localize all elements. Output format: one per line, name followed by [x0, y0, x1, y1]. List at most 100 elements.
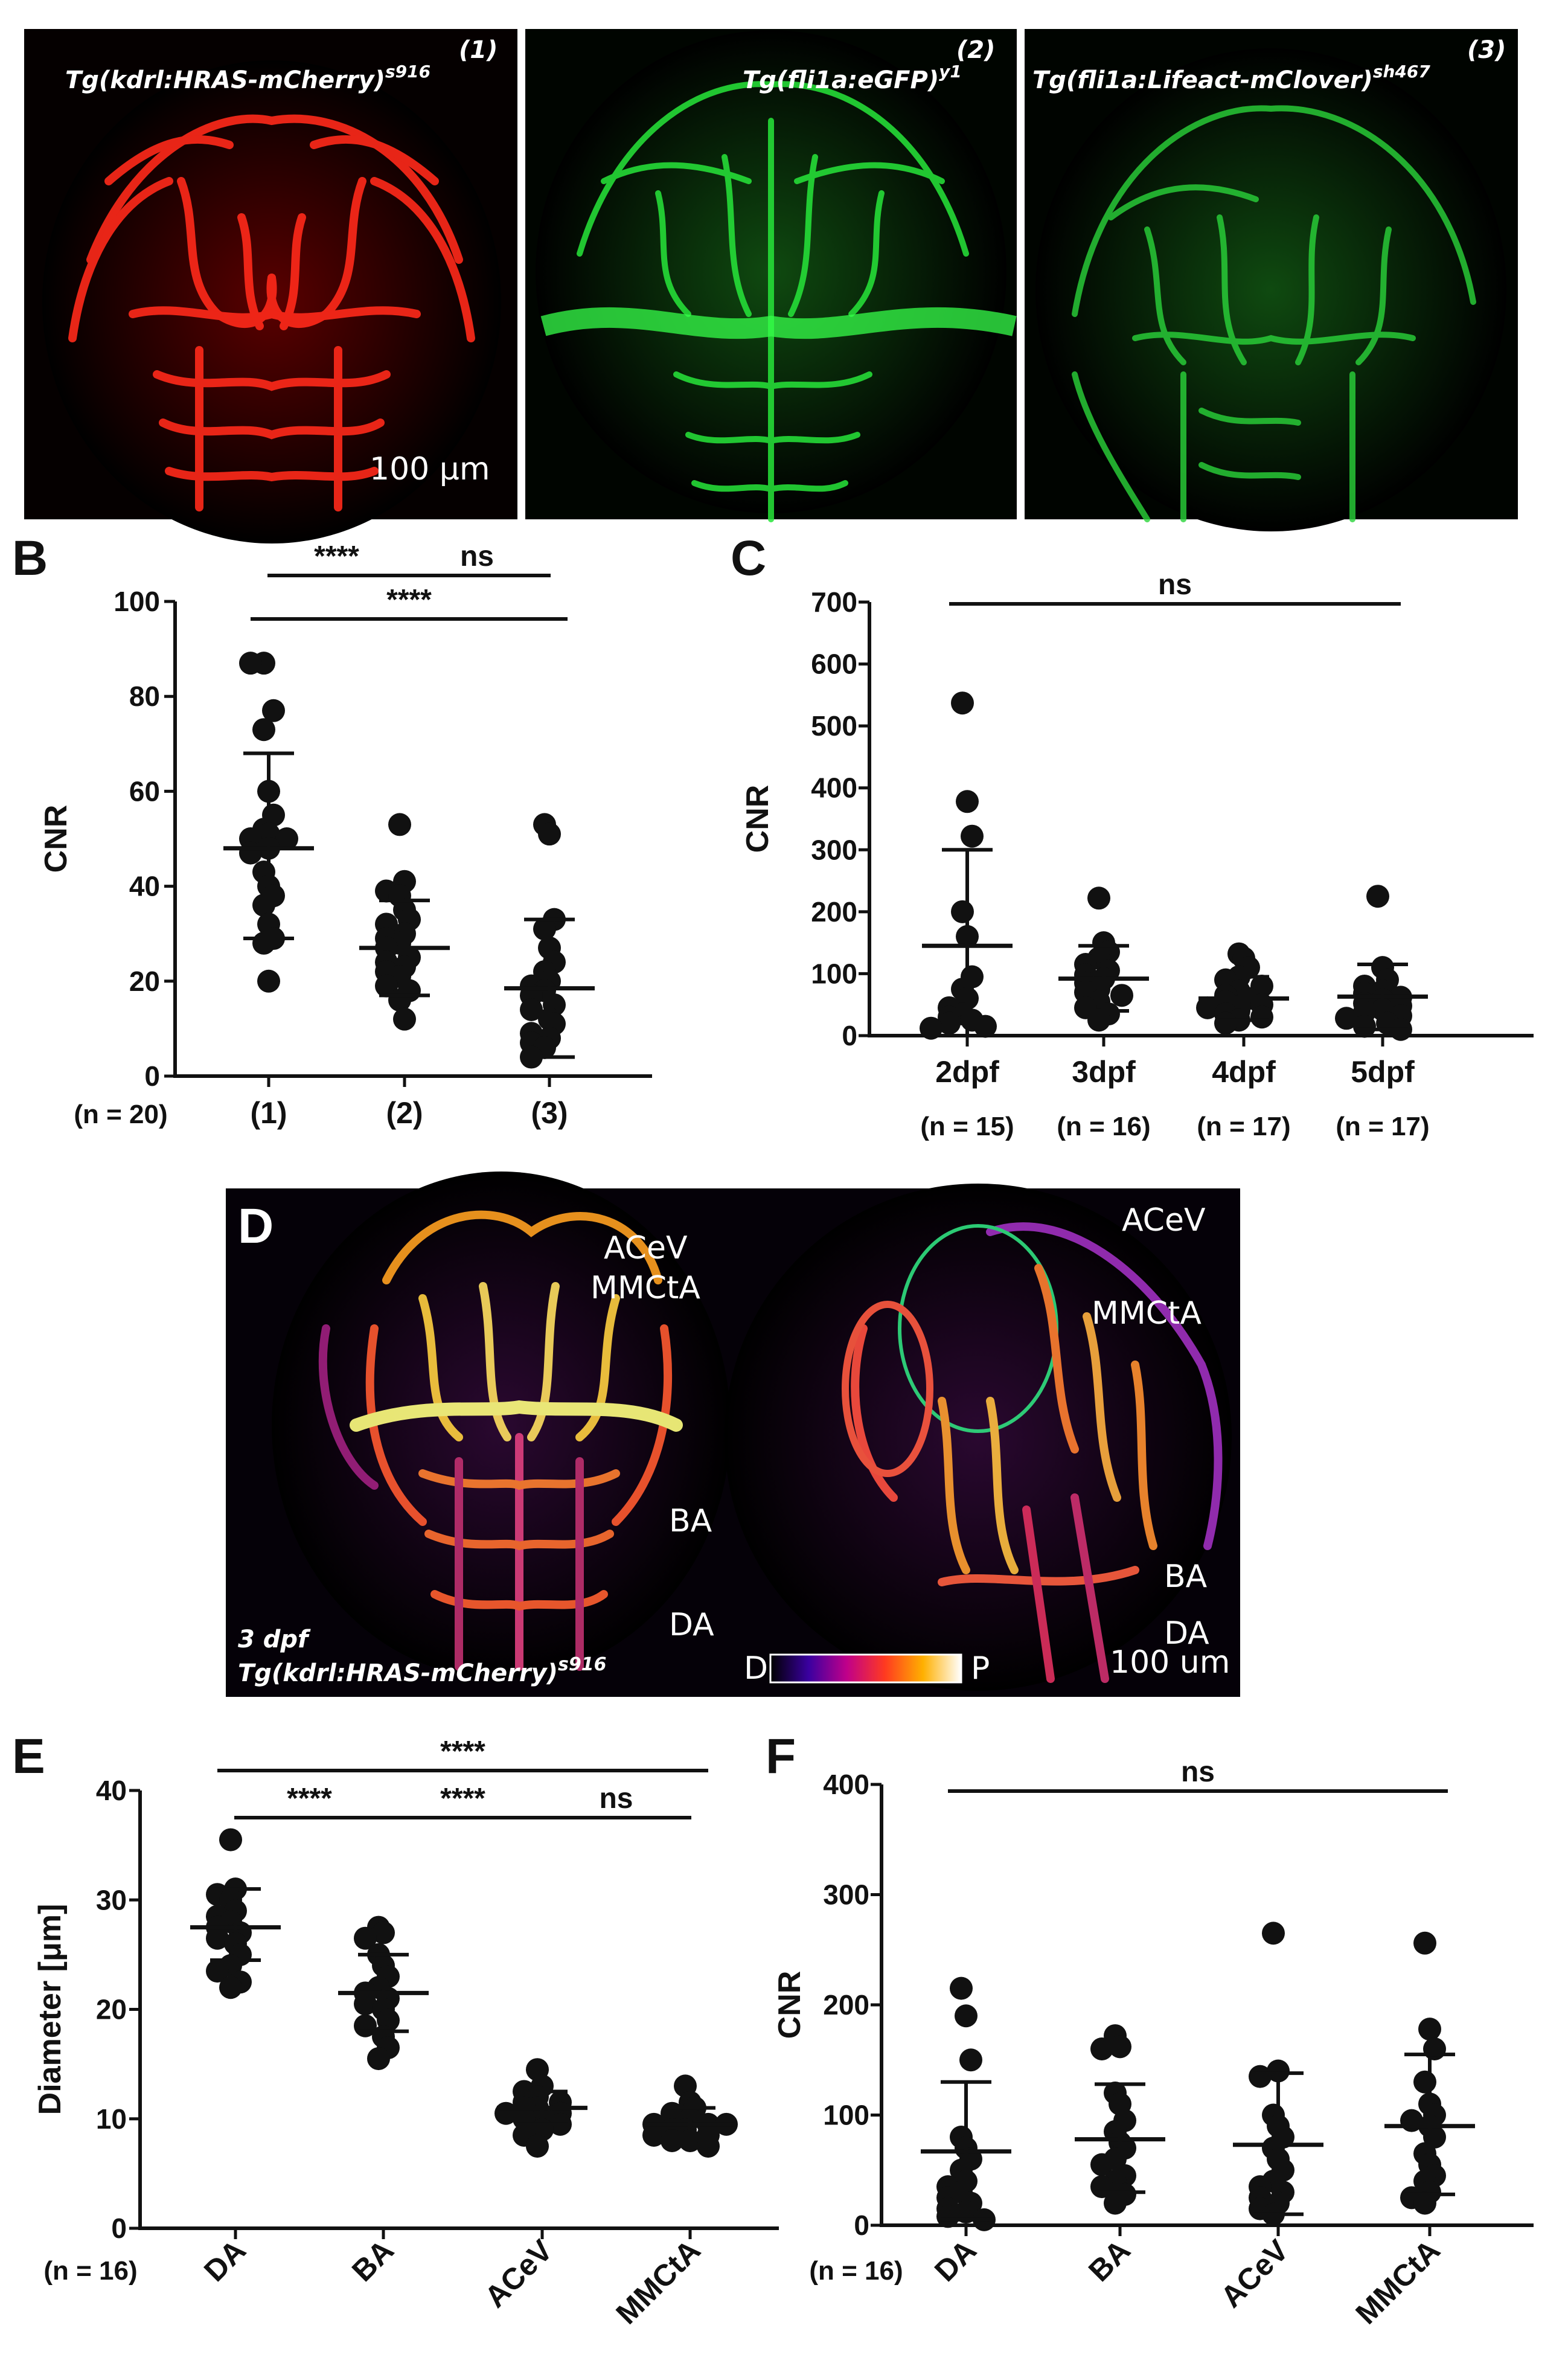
- chart-e-significance-label: ****: [287, 1783, 332, 1815]
- chart-f-category-label: ACeV: [1214, 2233, 1295, 2314]
- chart-c-data-point: [1196, 996, 1219, 1019]
- chart-c-y-tick-label: 600: [811, 649, 857, 680]
- chart-c-category-label: 3dpf: [1072, 1055, 1136, 1089]
- chart-c-data-point: [938, 1011, 961, 1035]
- chart-c-significance-label: ns: [1158, 569, 1192, 601]
- chart-c-data-point: [1087, 886, 1110, 910]
- chart-c-y-tick-label: 200: [811, 896, 857, 928]
- chart-e: 0 10 20 30 40 Diameter [μm] DA BA ACeV MMCtA (n = …: [33, 1736, 779, 2331]
- d-right-label-ba: BA: [1164, 1559, 1208, 1595]
- micrograph-1: [24, 29, 517, 543]
- chart-f-data-point: [1262, 1922, 1285, 1945]
- chart-e-data-point: [372, 1921, 395, 1944]
- chart-b-data-point: [252, 931, 275, 955]
- chart-f: 0 100 200 300 400 CNR DA BA ACeV MMCtA (n = 16) ns: [772, 1756, 1534, 2331]
- chart-c-data-point: [951, 900, 974, 923]
- chart-c-y-tick-label: 400: [811, 772, 857, 804]
- chart-c-data-point: [1353, 1015, 1376, 1038]
- chart-e-data-point: [354, 1926, 377, 1950]
- chart-f-y-axis-label: CNR: [772, 1971, 807, 2039]
- chart-f-data-point: [1413, 1931, 1436, 1955]
- chart-f-data-point: [1267, 2059, 1290, 2083]
- d-left-label-da: DA: [669, 1607, 714, 1643]
- chart-f-data-point: [950, 1976, 973, 2000]
- micrograph-3-title: Tg(fli1a:Lifeact-mClover)sh467: [1032, 62, 1430, 94]
- micrograph-1-title: Tg(kdrl:HRAS-mCherry)s916: [65, 62, 430, 94]
- chart-e-data-point: [219, 1976, 242, 1999]
- panel-label-e: E: [12, 1729, 45, 1784]
- chart-b-data-point: [262, 699, 285, 722]
- chart-c-data-point: [974, 1015, 997, 1038]
- chart-b-y-tick-label: 100: [114, 586, 160, 617]
- colorbar-label-dorsal: D: [744, 1650, 768, 1687]
- chart-c-y-tick-label: 100: [811, 958, 857, 989]
- chart-f-category-label: DA: [928, 2233, 983, 2288]
- d-right-label-da: DA: [1164, 1615, 1209, 1652]
- micrograph-2: [525, 29, 1017, 522]
- chart-f-data-point: [1104, 2191, 1127, 2215]
- chart-b-y-tick-label: 0: [144, 1060, 160, 1092]
- scale-bar-d: 100 um: [1110, 1644, 1230, 1681]
- chart-e-significance-label: ****: [440, 1783, 485, 1815]
- chart-f-data-point: [1413, 2070, 1436, 2094]
- chart-b-category-label: (2): [386, 1096, 423, 1130]
- micrograph-3-number: (3): [1467, 36, 1506, 64]
- chart-c-data-point: [951, 691, 974, 715]
- chart-c-data-point: [956, 790, 979, 813]
- chart-e-significance-label: ns: [599, 1783, 633, 1815]
- chart-f-data-point: [936, 2205, 959, 2228]
- micrograph-3: [1025, 29, 1518, 531]
- chart-e-data-point: [354, 1992, 377, 2016]
- chart-f-y-tick-label: 0: [854, 2210, 869, 2241]
- chart-f-data-point: [1423, 2037, 1446, 2060]
- chart-c-y-tick-label: 300: [811, 834, 857, 865]
- chart-f-y-tick-label: 300: [823, 1879, 869, 1911]
- chart-f-data-point: [1413, 2191, 1436, 2215]
- chart-e-data-point: [219, 1828, 242, 1851]
- chart-c-data-point: [1366, 885, 1389, 908]
- panel-label-b: B: [12, 531, 48, 586]
- chart-b-significance-label: ****: [386, 584, 432, 616]
- chart-b-data-point: [252, 718, 275, 742]
- chart-e-y-tick-label: 40: [96, 1775, 127, 1806]
- chart-c: 0 100 200 300 400 500 600 700 CNR 2dpf 3dpf 4dpf 5dp…: [740, 569, 1534, 1141]
- chart-f-data-point: [1109, 2035, 1131, 2059]
- chart-c-n-label: (n = 16): [1057, 1112, 1150, 1141]
- chart-c-data-point: [961, 824, 984, 848]
- chart-e-y-tick-label: 0: [111, 2213, 127, 2244]
- chart-e-y-axis-label: Diameter [μm]: [33, 1904, 68, 2115]
- chart-b-y-tick-label: 60: [129, 775, 160, 807]
- chart-c-y-axis-label: CNR: [740, 785, 775, 853]
- chart-c-y-tick-label: 700: [811, 586, 857, 618]
- panel-label-d: D: [238, 1199, 274, 1254]
- chart-c-data-point: [1087, 1008, 1110, 1032]
- chart-b-significance-label: ns: [460, 540, 494, 572]
- chart-f-data-point: [955, 2004, 978, 2028]
- chart-f-y-tick-label: 100: [823, 2100, 869, 2131]
- depth-colorbar: [769, 1653, 962, 1684]
- chart-c-n-label: (n = 15): [920, 1112, 1014, 1141]
- chart-e-data-point: [526, 2135, 549, 2158]
- chart-e-data-point: [206, 1926, 229, 1950]
- d-left-label-mmcta: MMCtA: [590, 1270, 700, 1306]
- micrograph-d: [226, 1172, 1240, 1697]
- chart-f-y-tick-label: 400: [823, 1769, 869, 1800]
- chart-b-data-point: [239, 652, 262, 675]
- chart-f-category-label: BA: [1082, 2233, 1137, 2288]
- chart-e-y-tick-label: 30: [96, 1884, 127, 1915]
- chart-b-data-point: [393, 1007, 416, 1031]
- chart-f-data-point: [1090, 2153, 1113, 2176]
- chart-b-y-tick-label: 20: [129, 966, 160, 997]
- chart-e-data-point: [661, 2129, 683, 2152]
- chart-b-category-label: (3): [531, 1096, 568, 1130]
- chart-c-data-point: [1335, 1007, 1358, 1030]
- chart-c-y-tick-label: 500: [811, 710, 857, 742]
- chart-f-data-point: [959, 2048, 982, 2072]
- chart-c-n-label: (n = 17): [1336, 1112, 1429, 1141]
- chart-c-n-label: (n = 17): [1197, 1112, 1290, 1141]
- chart-b-category-label: (1): [250, 1096, 287, 1130]
- d-stage-label: 3 dpf: [238, 1626, 311, 1653]
- chart-e-data-point: [367, 2047, 390, 2071]
- chart-c-data-point: [1214, 1011, 1237, 1035]
